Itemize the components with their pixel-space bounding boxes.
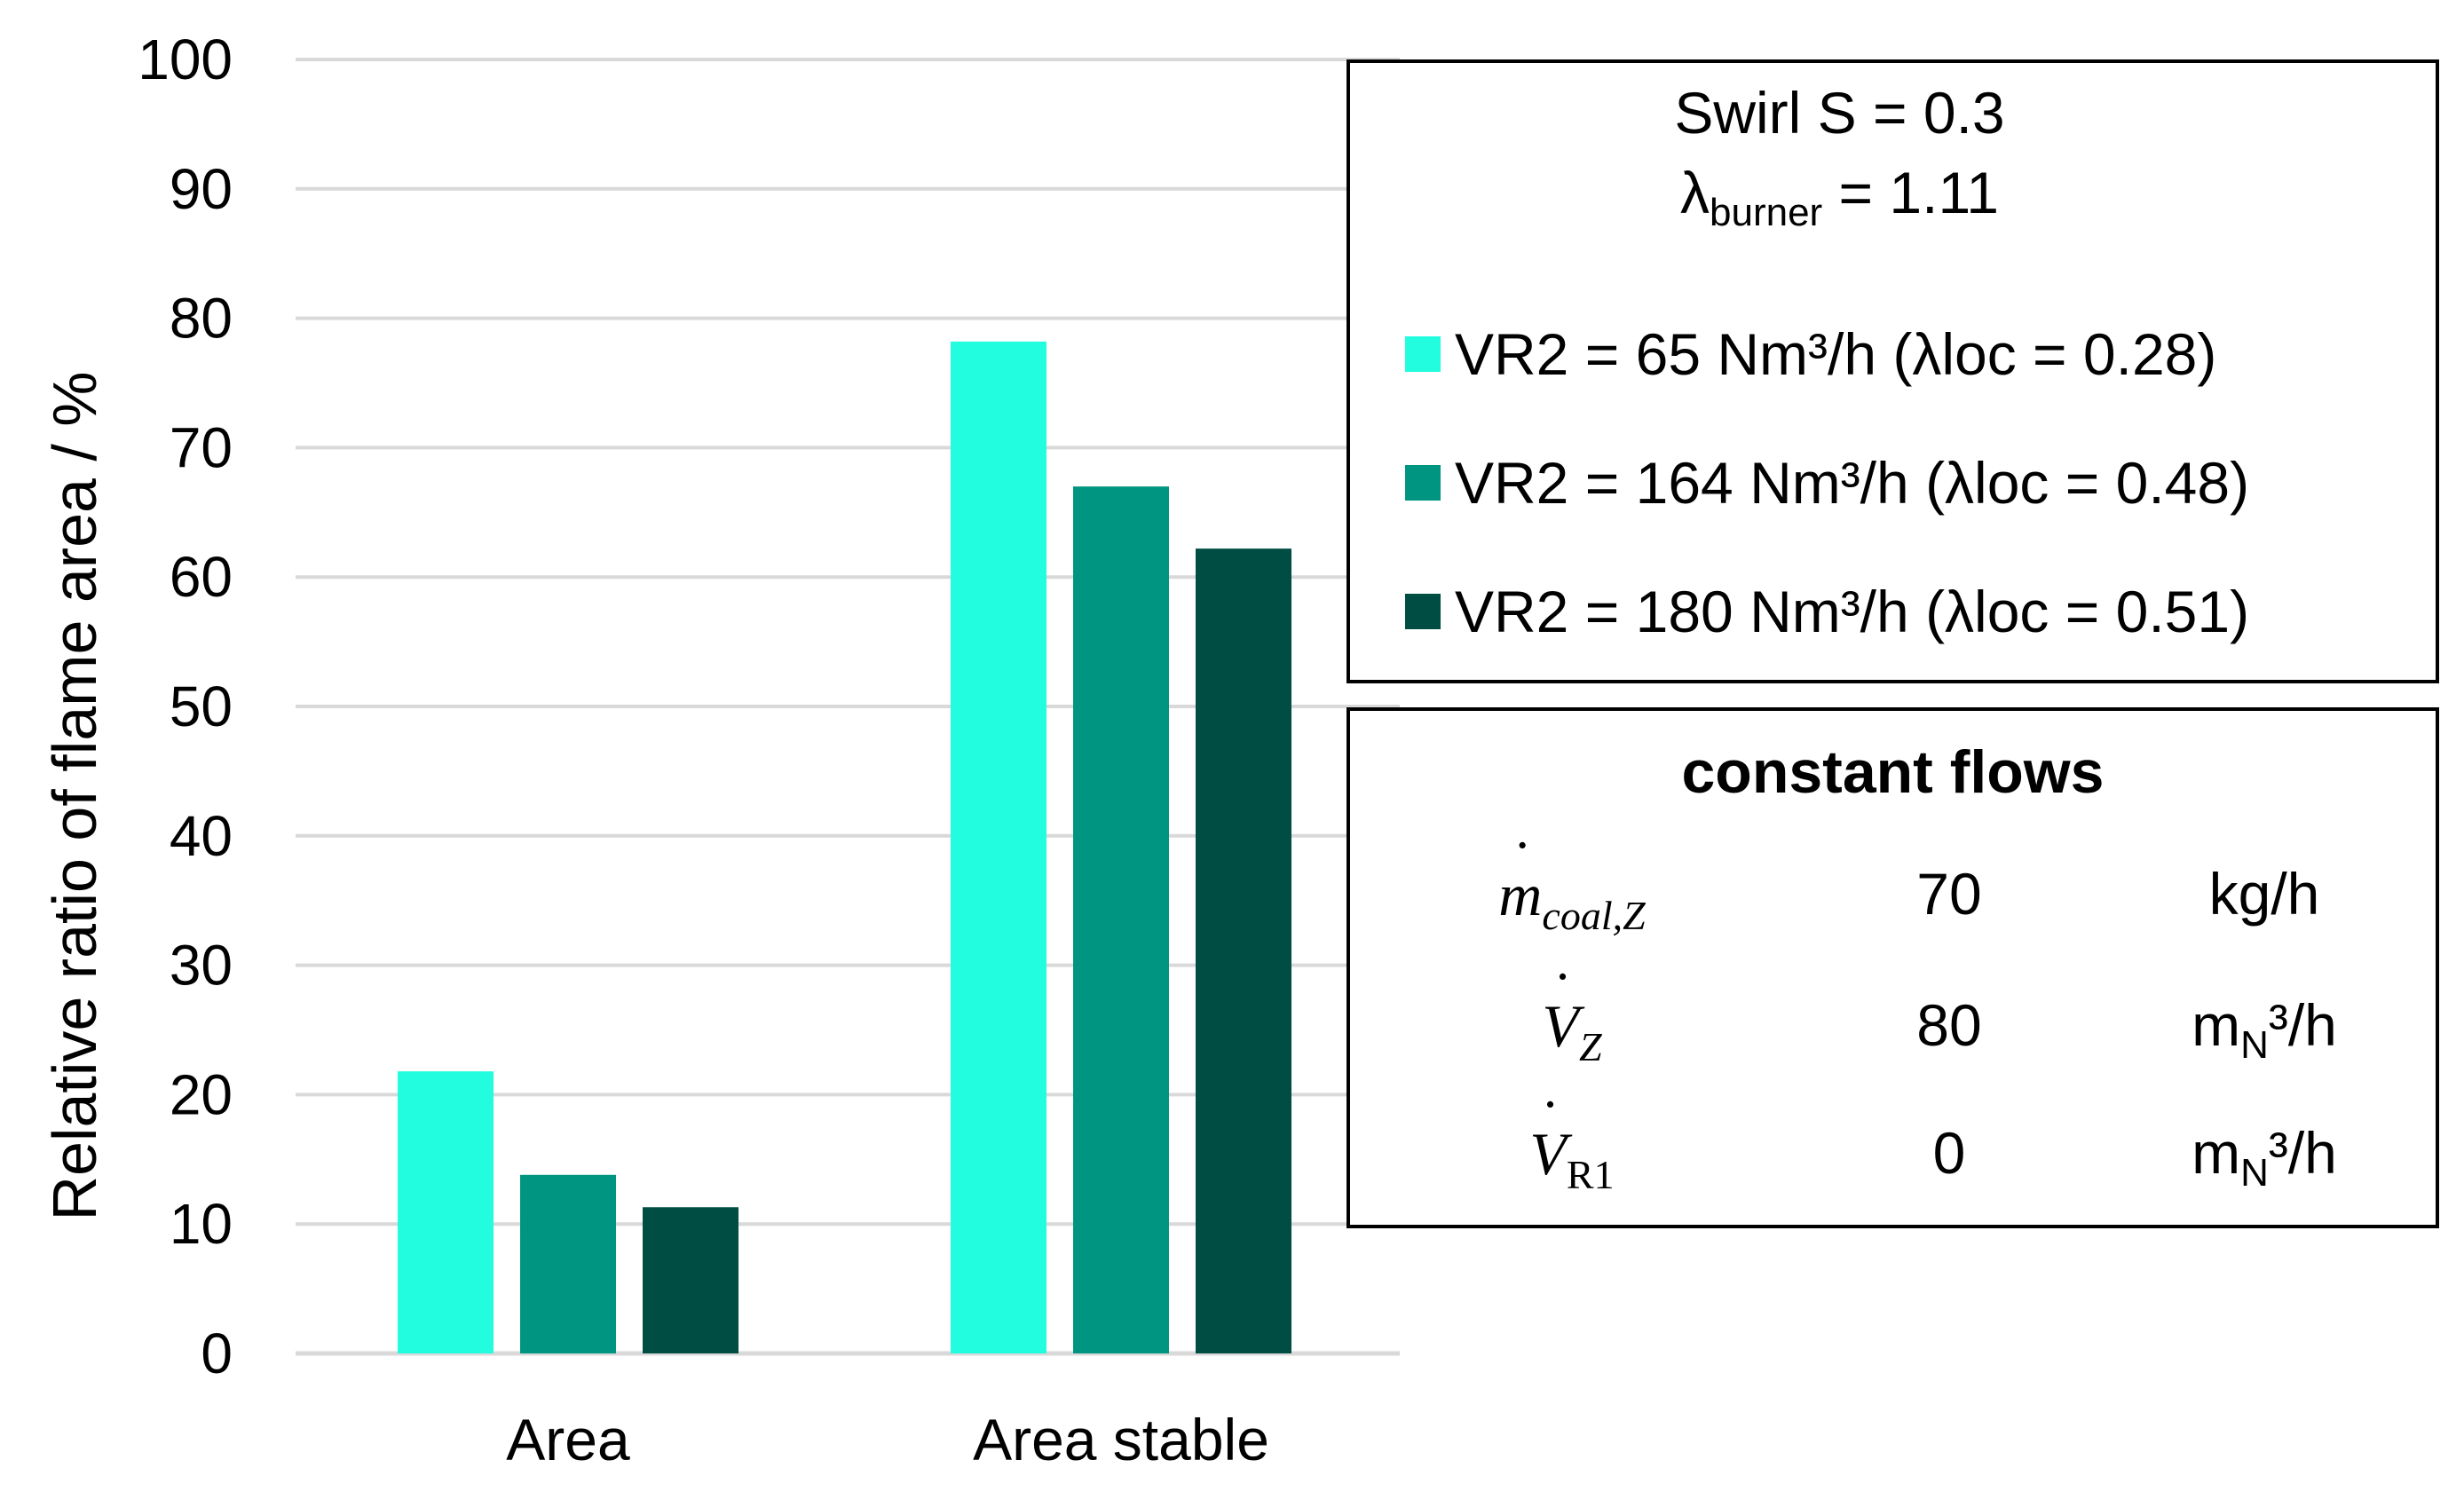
legend-swatch [1405, 336, 1441, 372]
legend: Swirl S = 0.3 λburner = 1.11 VR2 = 65 Nm… [1347, 59, 2439, 683]
legend-label: VR2 = 180 Nm³/h (λloc = 0.51) [1455, 579, 2250, 644]
flows-title: constant flows [1681, 738, 2105, 806]
legend-swatch [1405, 594, 1441, 629]
flow-symbol: V ˙ R1 [1457, 1087, 1687, 1198]
legend-label: VR2 = 164 Nm³/h (λloc = 0.48) [1455, 450, 2250, 516]
bar [643, 1207, 738, 1353]
lambda-value: = 1.11 [1822, 160, 1999, 225]
lambda-subscript: burner [1710, 191, 1823, 234]
y-tick-label: 60 [170, 545, 233, 609]
lambda-burner-label: λburner = 1.11 [1297, 159, 2382, 235]
unit-base: m [2192, 1120, 2241, 1186]
legend-entry: VR2 = 180 Nm³/h (λloc = 0.51) [1405, 578, 2249, 645]
y-tick-labels: 0 10 20 30 40 50 60 70 80 90 100 [138, 28, 233, 1385]
dotted-v: V ˙ [1529, 1087, 1567, 1187]
flow-row-vr1: V ˙ R1 0 mN³/h [1350, 1087, 2436, 1208]
legend-swatch [1405, 465, 1441, 501]
y-tick-label: 40 [170, 804, 233, 868]
bar [1073, 486, 1169, 1353]
y-tick-label: 80 [170, 287, 233, 351]
bar [398, 1071, 494, 1353]
category-label: Area [506, 1407, 630, 1472]
flow-unit: mN³/h [2131, 1119, 2397, 1195]
y-tick-label: 10 [170, 1192, 233, 1256]
y-tick-label: 20 [170, 1062, 233, 1126]
constant-flows-table: constant flows m ˙ coal,Z 70 kg/h V ˙ Z 80 m… [1347, 707, 2439, 1228]
lambda-symbol: λ [1680, 160, 1710, 225]
bar [1196, 548, 1291, 1353]
y-tick-label: 100 [138, 28, 233, 91]
category-label: Area stable [973, 1407, 1269, 1472]
flow-value: 80 [1916, 992, 1982, 1058]
y-tick-label: 90 [170, 157, 233, 221]
bar [520, 1174, 616, 1353]
y-tick-label: 70 [170, 415, 233, 479]
overdot: ˙ [1540, 1087, 1560, 1155]
flow-unit: mN³/h [2131, 991, 2397, 1068]
y-axis-label: Relative ratio of flame area / % [40, 371, 109, 1220]
flow-symbol: m ˙ coal,Z [1457, 828, 1687, 939]
unit-rest: ³/h [2268, 992, 2337, 1058]
bars [398, 341, 1291, 1353]
category-labels: Area Area stable [506, 1407, 1269, 1472]
y-tick-label: 30 [170, 934, 233, 998]
flow-symbol-sub: Z [1578, 1024, 1602, 1069]
bar [951, 341, 1046, 1353]
swirl-label: Swirl S = 0.3 [1674, 80, 2005, 146]
legend-entry: VR2 = 65 Nm³/h (λloc = 0.28) [1405, 320, 2216, 388]
unit-rest: ³/h [2268, 1120, 2337, 1186]
flow-symbol-sub: coal,Z [1542, 893, 1646, 938]
legend-entry: VR2 = 164 Nm³/h (λloc = 0.48) [1405, 449, 2249, 517]
y-tick-label: 50 [170, 674, 233, 738]
unit-base: m [2192, 992, 2241, 1058]
unit-sub: N [2240, 1151, 2269, 1195]
dotted-m: m ˙ [1498, 828, 1543, 928]
legend-label: VR2 = 65 Nm³/h (λloc = 0.28) [1455, 321, 2217, 387]
flow-row-coal: m ˙ coal,Z 70 kg/h [1350, 828, 2436, 949]
flow-value: 70 [1916, 861, 1982, 927]
flow-value: 0 [1932, 1120, 1966, 1186]
flow-unit: kg/h [2208, 861, 2320, 927]
dotted-v: V ˙ [1542, 959, 1579, 1060]
flow-row-vz: V ˙ Z 80 mN³/h [1350, 959, 2436, 1080]
overdot: ˙ [1552, 959, 1573, 1027]
y-tick-label: 0 [201, 1321, 233, 1385]
unit-sub: N [2240, 1023, 2269, 1067]
flow-symbol: V ˙ Z [1457, 959, 1687, 1070]
flow-symbol-sub: R1 [1566, 1152, 1615, 1197]
overdot: ˙ [1512, 828, 1533, 895]
